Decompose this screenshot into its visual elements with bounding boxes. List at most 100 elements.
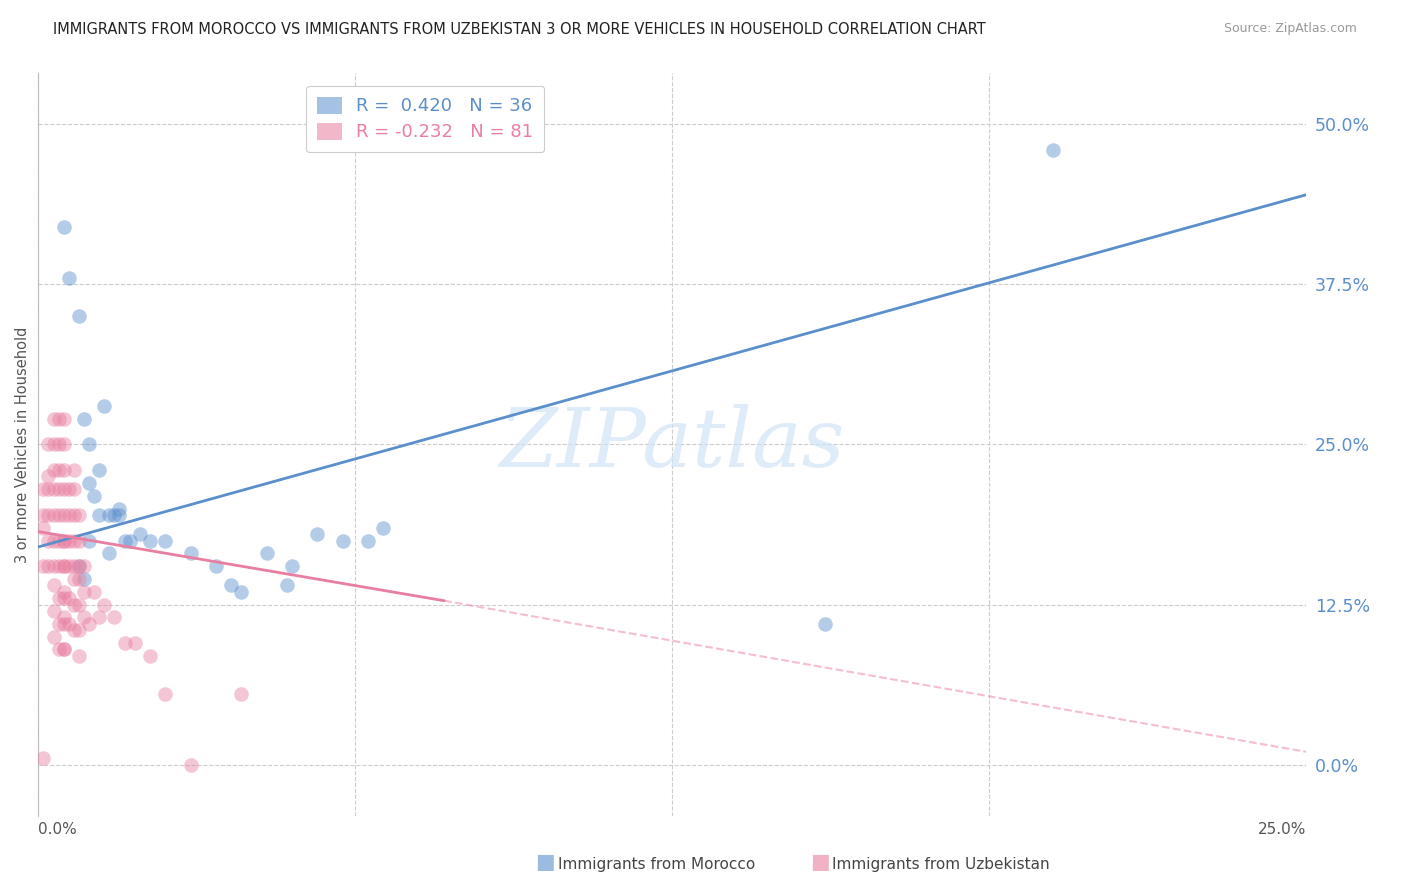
- Text: ■: ■: [810, 853, 830, 872]
- Point: [37, 533, 59, 548]
- Point: [128, 527, 150, 541]
- Point: [77, 437, 100, 451]
- Text: 25.0%: 25.0%: [1258, 822, 1306, 838]
- Point: [37, 469, 59, 483]
- Point: [67, 533, 90, 548]
- Point: [52, 219, 75, 234]
- Point: [63, 483, 86, 497]
- Point: [48, 483, 70, 497]
- Text: Immigrants from Uzbekistan: Immigrants from Uzbekistan: [832, 857, 1050, 872]
- Point: [52, 591, 75, 606]
- Point: [37, 559, 59, 574]
- Point: [114, 636, 136, 650]
- Point: [114, 533, 136, 548]
- Point: [67, 572, 90, 586]
- Point: [89, 508, 111, 522]
- Text: IMMIGRANTS FROM MOROCCO VS IMMIGRANTS FROM UZBEKISTAN 3 OR MORE VEHICLES IN HOUS: IMMIGRANTS FROM MOROCCO VS IMMIGRANTS FR…: [53, 22, 986, 37]
- Point: [58, 616, 80, 631]
- Point: [93, 399, 115, 413]
- Point: [52, 483, 75, 497]
- Point: [32, 521, 55, 535]
- Point: [124, 636, 146, 650]
- Point: [48, 463, 70, 477]
- Point: [153, 687, 176, 701]
- Point: [108, 501, 131, 516]
- Point: [58, 271, 80, 285]
- Point: [77, 533, 100, 548]
- Point: [52, 463, 75, 477]
- Point: [48, 591, 70, 606]
- Point: [58, 559, 80, 574]
- Point: [42, 559, 65, 574]
- Point: [32, 508, 55, 522]
- Point: [42, 508, 65, 522]
- Point: [281, 559, 304, 574]
- Point: [67, 508, 90, 522]
- Point: [52, 533, 75, 548]
- Point: [48, 616, 70, 631]
- Point: [52, 584, 75, 599]
- Point: [63, 533, 86, 548]
- Point: [118, 533, 141, 548]
- Point: [63, 508, 86, 522]
- Point: [42, 604, 65, 618]
- Point: [37, 437, 59, 451]
- Point: [205, 559, 228, 574]
- Point: [63, 463, 86, 477]
- Point: [83, 584, 105, 599]
- Point: [139, 648, 162, 663]
- Point: [42, 630, 65, 644]
- Point: [42, 578, 65, 592]
- Point: [813, 616, 835, 631]
- Point: [52, 642, 75, 657]
- Text: ■: ■: [536, 853, 555, 872]
- Point: [48, 508, 70, 522]
- Point: [73, 572, 96, 586]
- Y-axis label: 3 or more Vehicles in Household: 3 or more Vehicles in Household: [15, 326, 30, 563]
- Point: [332, 533, 354, 548]
- Text: Source: ZipAtlas.com: Source: ZipAtlas.com: [1223, 22, 1357, 36]
- Point: [42, 533, 65, 548]
- Point: [67, 598, 90, 612]
- Point: [179, 546, 201, 560]
- Point: [67, 559, 90, 574]
- Point: [307, 527, 329, 541]
- Point: [52, 508, 75, 522]
- Point: [67, 624, 90, 638]
- Point: [48, 533, 70, 548]
- Point: [48, 437, 70, 451]
- Point: [48, 412, 70, 426]
- Point: [48, 642, 70, 657]
- Point: [52, 559, 75, 574]
- Point: [67, 648, 90, 663]
- Point: [108, 508, 131, 522]
- Point: [52, 642, 75, 657]
- Point: [98, 546, 121, 560]
- Point: [37, 508, 59, 522]
- Point: [67, 310, 90, 324]
- Point: [231, 687, 253, 701]
- Point: [58, 533, 80, 548]
- Point: [1042, 143, 1064, 157]
- Point: [153, 533, 176, 548]
- Point: [48, 559, 70, 574]
- Text: Immigrants from Morocco: Immigrants from Morocco: [558, 857, 755, 872]
- Point: [103, 610, 125, 624]
- Point: [58, 483, 80, 497]
- Point: [63, 624, 86, 638]
- Point: [52, 616, 75, 631]
- Point: [32, 751, 55, 765]
- Point: [37, 483, 59, 497]
- Point: [63, 598, 86, 612]
- Point: [103, 508, 125, 522]
- Point: [179, 757, 201, 772]
- Point: [89, 610, 111, 624]
- Point: [73, 584, 96, 599]
- Point: [42, 483, 65, 497]
- Point: [52, 533, 75, 548]
- Point: [67, 559, 90, 574]
- Point: [58, 508, 80, 522]
- Point: [231, 584, 253, 599]
- Point: [73, 559, 96, 574]
- Text: 0.0%: 0.0%: [38, 822, 77, 838]
